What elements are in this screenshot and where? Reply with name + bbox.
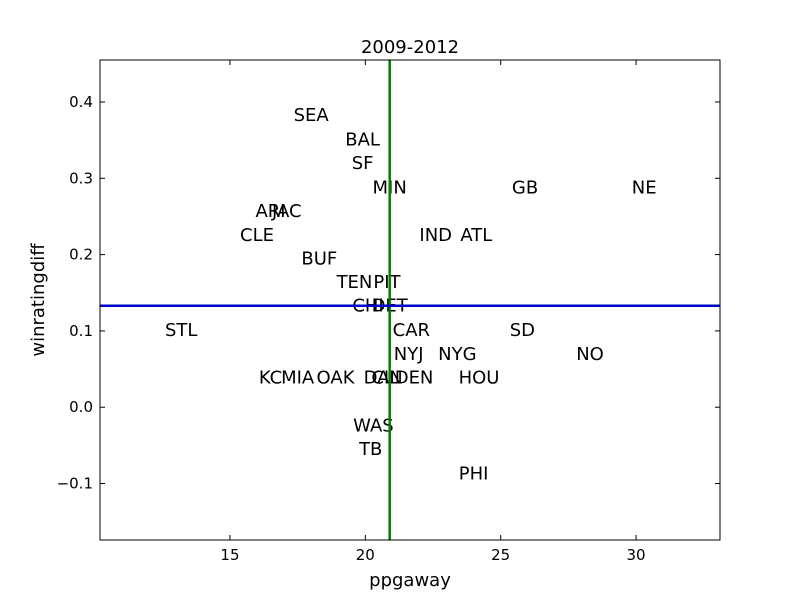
x-axis-title: ppgaway [369,570,451,591]
y-tick-label: 0.4 [69,93,93,111]
data-point-label: JAC [271,201,302,222]
data-point-label: SF [352,153,374,174]
x-tick-label: 30 [627,546,646,564]
data-point-label: PIT [373,272,401,293]
data-point-label: CIN [371,367,402,388]
data-point-label: TEN [336,272,373,293]
data-point-label: TB [358,439,382,460]
plot-frame [99,59,721,541]
chart-title: 2009-2012 [361,37,459,58]
data-point-label: BAL [345,129,380,150]
data-point-label: DEN [395,367,434,388]
data-point-label: NE [632,177,657,198]
data-point-label: IND [419,225,452,246]
data-point-label: MIA [281,367,315,388]
data-point-label: STL [165,320,197,341]
data-point-label: KC [259,367,282,388]
data-point-label: WAS [353,416,394,437]
data-point-label: NYJ [394,344,424,365]
data-point-label: PHI [459,464,489,485]
y-tick-label: −0.1 [57,475,93,493]
y-tick-label: 0.0 [69,398,93,416]
data-point-label: GB [512,177,538,198]
data-point-label: NO [576,344,604,365]
data-point-label: NYG [438,344,476,365]
data-point-label: SD [510,320,535,341]
data-point-label: OAK [317,367,356,388]
data-point-label: ATL [460,225,492,246]
x-tick-label: 15 [220,546,239,564]
x-tick-label: 25 [491,546,510,564]
y-tick-label: 0.2 [69,246,93,264]
data-point-label: CAR [393,320,430,341]
data-point-label: CLE [240,225,274,246]
data-point-label: SEA [294,105,330,126]
data-point-label: HOU [459,367,500,388]
y-axis-title: winratingdiff [28,243,49,357]
x-tick-label: 20 [356,546,375,564]
y-tick-label: 0.3 [69,169,93,187]
data-point-label: BUF [301,248,337,269]
data-point-label: ARI [255,201,285,222]
y-tick-label: 0.1 [69,322,93,340]
